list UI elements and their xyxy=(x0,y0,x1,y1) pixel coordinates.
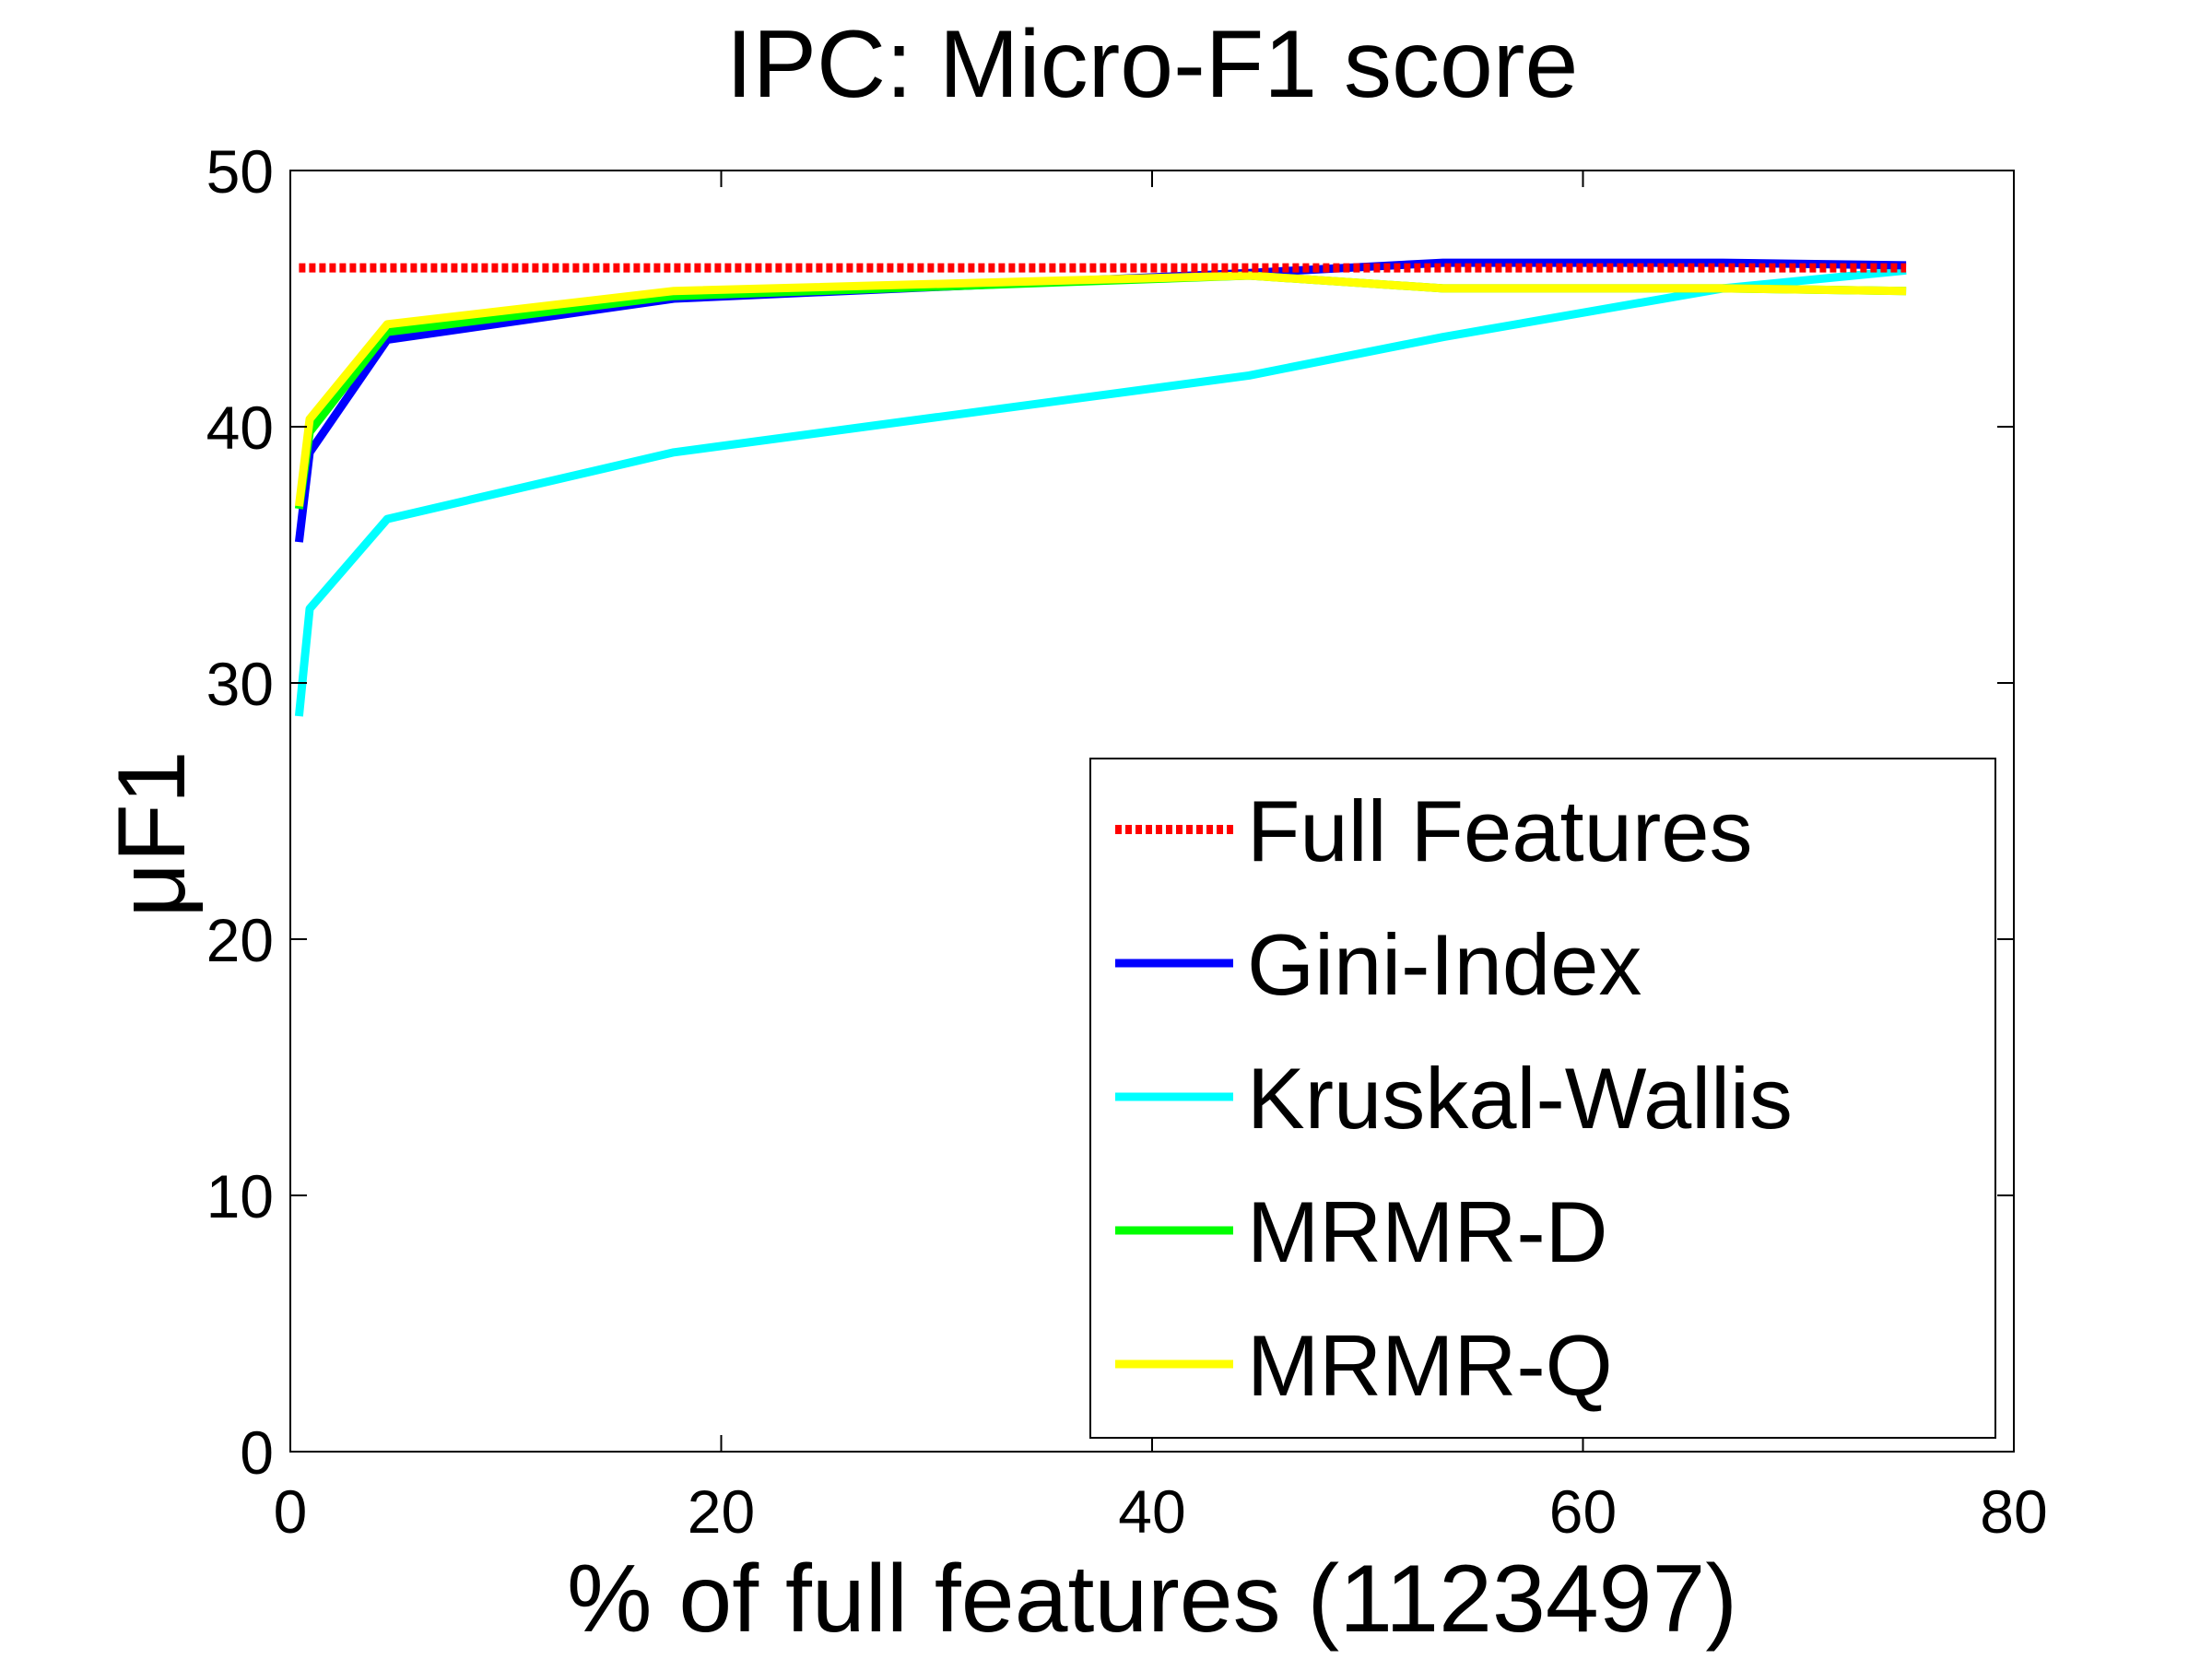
legend-label: Kruskal-Wallis xyxy=(1247,1050,1793,1147)
legend-label: MRMR-D xyxy=(1247,1183,1608,1280)
y-tick-label: 50 xyxy=(206,137,274,206)
y-tick-label: 10 xyxy=(206,1162,274,1230)
y-tick-label: 20 xyxy=(206,906,274,974)
y-axis-label: μF1 xyxy=(99,750,206,917)
legend-label: Full Features xyxy=(1247,782,1753,879)
x-axis-label: % of full features (1123497) xyxy=(567,1546,1737,1653)
axis-ticks: 0 20 40 60 80 0 10 20 30 40 50 xyxy=(206,137,2048,1546)
x-tick-label: 60 xyxy=(1549,1477,1617,1546)
y-tick-label: 30 xyxy=(206,650,274,718)
x-tick-label: 40 xyxy=(1118,1477,1185,1546)
legend: Full Features Gini-Index Kruskal-Wallis MRM… xyxy=(1089,758,1996,1439)
legend-box xyxy=(1089,758,1996,1439)
x-tick-label: 0 xyxy=(274,1477,308,1546)
plot-area xyxy=(294,258,1907,717)
legend-label: MRMR-Q xyxy=(1247,1317,1613,1414)
y-tick-label: 40 xyxy=(206,394,274,462)
chart-title: IPC: Micro-F1 score xyxy=(726,11,1579,118)
x-tick-label: 80 xyxy=(1980,1477,2047,1546)
series-line-mrmr-q xyxy=(294,271,1907,507)
y-tick-label: 0 xyxy=(240,1418,274,1487)
series-line-kruskal-wallis xyxy=(294,265,1907,717)
x-tick-label: 20 xyxy=(688,1477,755,1546)
legend-label: Gini-Index xyxy=(1247,916,1641,1013)
